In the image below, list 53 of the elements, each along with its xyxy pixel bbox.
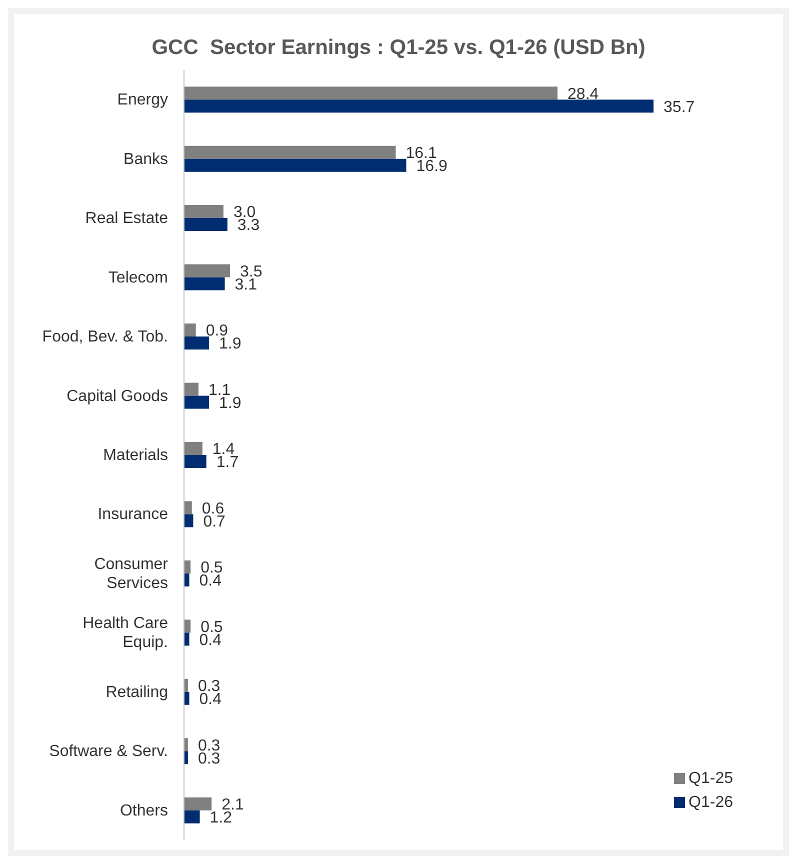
bar (184, 632, 190, 646)
bar (184, 810, 200, 824)
data-label: 0.3 (198, 750, 220, 768)
bar (184, 86, 558, 100)
bar (184, 797, 212, 810)
data-label: 3.3 (237, 217, 260, 234)
bar (184, 264, 230, 278)
bar (184, 501, 192, 514)
data-label: 28.4 (568, 86, 599, 103)
y-tick-label: Banks (124, 150, 168, 168)
bar (184, 692, 190, 705)
bar (184, 560, 191, 574)
bar (184, 382, 198, 396)
data-label: 35.7 (664, 98, 695, 116)
chart-title: GCC Sector Earnings : Q1-25 vs. Q1-26 (USD Bn) (150, 35, 646, 60)
data-label: 0.7 (203, 513, 226, 530)
y-tick-label: Telecom (108, 269, 168, 286)
data-label: 0.4 (199, 572, 222, 590)
bar (184, 158, 406, 172)
y-tick-label: Capital Goods (66, 388, 168, 405)
y-tick-label: Consumer Services (94, 556, 169, 592)
bar (184, 100, 654, 113)
data-label: 16.9 (416, 158, 448, 175)
y-tick-label: Software & Serv. (49, 743, 168, 760)
y-tick-label: Real Estate (85, 210, 168, 228)
bar (184, 324, 196, 337)
y-tick-label: Insurance (98, 506, 168, 524)
data-label: 1.9 (218, 394, 242, 412)
bar (184, 573, 190, 586)
bar (184, 620, 191, 633)
data-label: 3.1 (234, 276, 258, 294)
y-tick-label: Materials (103, 447, 168, 464)
bar (184, 146, 396, 159)
bar (184, 454, 206, 468)
data-label: 0.4 (199, 632, 222, 649)
bar (184, 336, 209, 350)
bar (184, 218, 228, 232)
y-tick-label: Retailing (106, 684, 168, 701)
bar (184, 514, 194, 528)
data-label: 1.7 (216, 454, 239, 472)
legend-label: Q1-26 (688, 794, 733, 811)
bar (184, 277, 225, 290)
legend-label: Q1-25 (688, 770, 733, 787)
bar (184, 396, 209, 409)
y-tick-label: Others (120, 802, 168, 820)
data-label: 0.4 (199, 691, 222, 708)
y-tick-label: Health Care Equip. (82, 615, 168, 652)
y-tick-label: Food, Bev. & Tob. (42, 328, 168, 346)
bar (184, 442, 202, 455)
data-label: 1.2 (210, 810, 232, 827)
bar (184, 205, 224, 218)
data-label: 1.9 (218, 336, 242, 353)
y-tick-label: Energy (117, 92, 168, 109)
